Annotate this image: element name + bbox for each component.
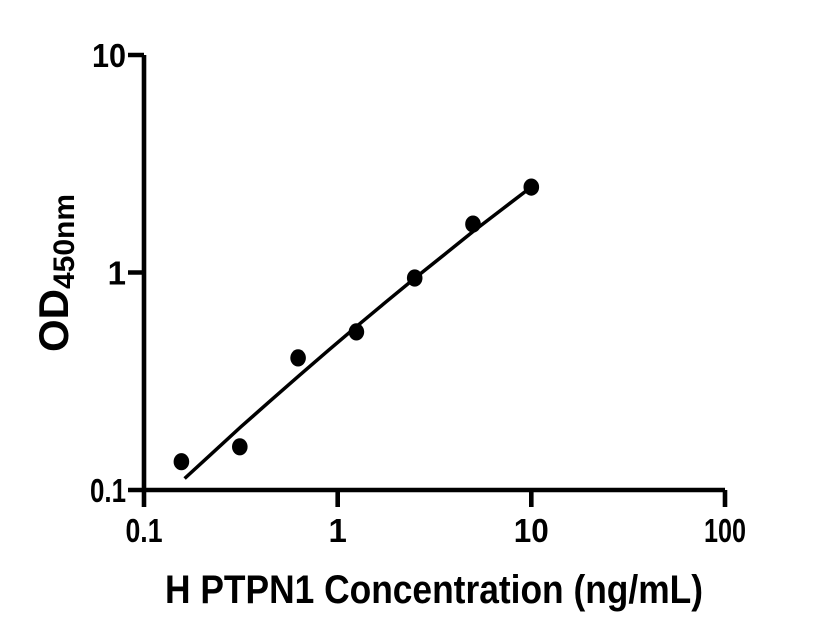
data-point xyxy=(290,349,306,367)
y-axis-title-main: OD xyxy=(30,289,77,352)
data-point xyxy=(523,178,540,196)
data-points-group xyxy=(173,178,540,471)
x-tick-label-10: 10 xyxy=(514,512,549,549)
axes xyxy=(128,52,728,507)
y-tick-label-0.1: 0.1 xyxy=(90,472,126,509)
data-point xyxy=(173,453,190,471)
data-point xyxy=(465,215,481,233)
y-axis-title: OD450nm xyxy=(30,194,81,352)
data-point xyxy=(348,323,365,341)
x-tick-label-100: 100 xyxy=(704,512,746,549)
y-tick-label-10: 10 xyxy=(92,37,126,74)
x-tick-label-0.1: 0.1 xyxy=(126,512,163,549)
axis-spines-and-ticks xyxy=(128,52,728,507)
y-axis-title-subscript: 450nm xyxy=(48,194,81,289)
data-point xyxy=(232,438,248,456)
x-axis-title: H PTPN1 Concentration (ng/mL) xyxy=(165,568,703,612)
tick-labels: 0.1 1 10 100 0.1 1 10 xyxy=(90,37,746,549)
x-tick-label-1: 1 xyxy=(329,512,347,549)
y-tick-label-1: 1 xyxy=(108,255,126,292)
data-point xyxy=(406,269,423,287)
